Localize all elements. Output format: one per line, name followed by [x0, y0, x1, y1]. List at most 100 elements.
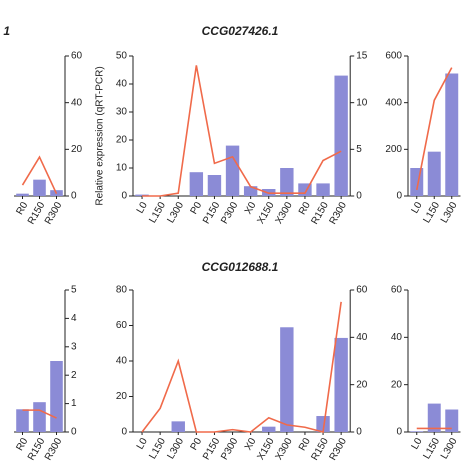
bar [189, 172, 204, 196]
y-tick-label: 30 [116, 107, 128, 118]
bar [135, 194, 149, 196]
y2-tick-label: 0 [71, 191, 77, 202]
y-tick-label: 40 [116, 79, 128, 90]
y2-tick-label: 2 [71, 370, 77, 381]
y-tick-label: 20 [391, 379, 403, 390]
y-tick-label: 400 [385, 97, 402, 108]
y2-tick-label: 20 [71, 144, 83, 155]
bar [225, 145, 240, 196]
x-tick-label: X300 [274, 436, 295, 462]
x-tick-label: L0 [410, 200, 425, 216]
x-tick-label: P300 [219, 200, 240, 226]
x-tick-label: L150 [421, 200, 442, 225]
x-tick-label: R0 [297, 200, 313, 217]
bar [316, 183, 330, 196]
y2-tick-label: 20 [356, 379, 368, 390]
x-tick-label: L300 [439, 200, 460, 225]
y2-tick-label: 40 [71, 97, 83, 108]
x-tick-label: L150 [147, 436, 168, 461]
x-tick-label: R0 [14, 436, 30, 453]
y2-tick-label: 60 [71, 51, 83, 62]
y2-tick-label: 3 [71, 341, 77, 352]
line [22, 409, 57, 419]
x-tick-label: L0 [135, 436, 150, 452]
y2-tick-label: 4 [71, 313, 77, 324]
bar [33, 402, 46, 432]
x-tick-label: L0 [135, 200, 150, 216]
x-tick-label: X0 [243, 200, 259, 216]
x-tick-label: R150 [309, 436, 331, 463]
y2-tick-label: 0 [356, 191, 362, 202]
chart-title: CCG012688.1 [202, 260, 279, 274]
y-tick-label: 80 [116, 285, 128, 296]
x-tick-label: P150 [201, 436, 222, 462]
x-tick-label: X300 [274, 200, 295, 226]
bar [16, 409, 29, 432]
y-tick-label: 40 [391, 332, 403, 343]
x-tick-label: L300 [165, 200, 186, 225]
x-tick-label: R0 [14, 200, 30, 217]
y-tick-label: 0 [121, 191, 127, 202]
x-tick-label: P150 [201, 200, 222, 226]
x-tick-label: P300 [219, 436, 240, 462]
y-tick-label: 50 [116, 51, 128, 62]
bar [280, 327, 294, 432]
bar [16, 193, 29, 196]
bar [445, 409, 459, 432]
chart-title: CCG027426.1 [202, 24, 279, 38]
x-tick-label: X150 [255, 200, 276, 226]
bar [171, 421, 185, 432]
y2-tick-label: 10 [356, 97, 368, 108]
bar [410, 168, 424, 196]
bar [262, 426, 276, 432]
bar [50, 361, 63, 432]
x-tick-label: X150 [255, 436, 276, 462]
bar [243, 186, 258, 196]
y-tick-label: 60 [391, 285, 403, 296]
y2-tick-label: 5 [71, 285, 77, 296]
bar [445, 73, 459, 196]
x-tick-label: L0 [410, 436, 425, 452]
y-tick-label: 200 [385, 144, 402, 155]
y-tick-label: 20 [116, 391, 128, 402]
x-tick-label: L300 [439, 436, 460, 461]
y-axis-label: Relative expression (qRT-PCR) [95, 66, 106, 205]
y-tick-label: 40 [116, 356, 128, 367]
x-tick-label: L300 [165, 436, 186, 461]
y2-tick-label: 0 [71, 427, 77, 438]
bar [334, 337, 348, 432]
y2-tick-label: 60 [356, 285, 368, 296]
x-tick-label: R150 [309, 200, 331, 227]
y-tick-label: 600 [385, 51, 402, 62]
y-tick-label: 0 [121, 427, 127, 438]
x-tick-label: L150 [147, 200, 168, 225]
x-tick-label: R300 [328, 436, 350, 463]
y-tick-label: 20 [116, 135, 128, 146]
y2-tick-label: 1 [71, 398, 77, 409]
bar [316, 416, 330, 432]
y-tick-label: 60 [116, 320, 128, 331]
x-tick-label: R300 [43, 200, 65, 227]
x-tick-label: P0 [189, 200, 205, 216]
bar [207, 175, 222, 196]
x-tick-label: P0 [189, 436, 205, 452]
x-tick-label: R300 [328, 200, 350, 227]
y-tick-label: 0 [396, 427, 402, 438]
bar [334, 75, 348, 196]
y2-tick-label: 0 [356, 427, 362, 438]
line [21, 155, 58, 195]
y2-tick-label: 5 [356, 144, 362, 155]
bar [33, 179, 46, 196]
chart-title: 1 [3, 24, 10, 38]
x-tick-label: X0 [243, 436, 259, 452]
bar [427, 151, 441, 196]
y2-tick-label: 15 [356, 51, 368, 62]
bar [280, 168, 294, 196]
line [141, 301, 342, 434]
y-tick-label: 10 [116, 163, 128, 174]
x-tick-label: R300 [43, 436, 65, 463]
line [415, 67, 453, 191]
x-tick-label: L150 [421, 436, 442, 461]
y2-tick-label: 40 [356, 332, 368, 343]
